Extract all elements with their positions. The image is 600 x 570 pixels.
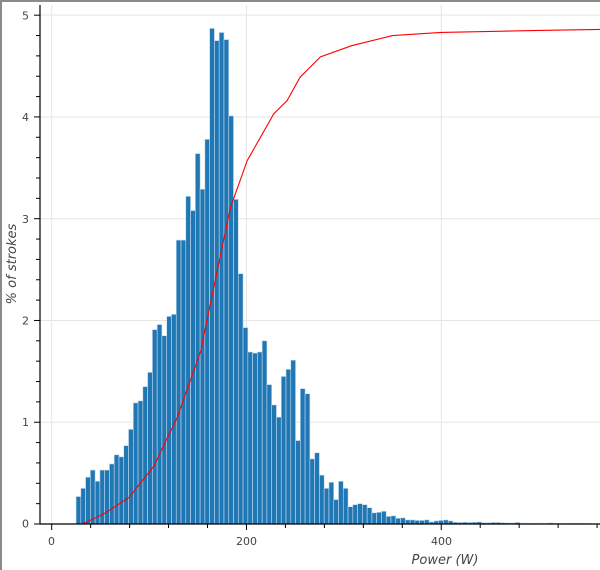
histogram-bar bbox=[257, 351, 263, 525]
histogram-bar bbox=[338, 480, 344, 525]
y-tick-label-5: 5 bbox=[22, 10, 29, 23]
y-tick-label-0: 0 bbox=[22, 518, 29, 531]
histogram-bar bbox=[400, 517, 406, 525]
histogram-bar bbox=[233, 199, 239, 525]
histogram-bar bbox=[204, 139, 210, 525]
histogram-bar bbox=[390, 515, 397, 525]
histogram-bar bbox=[237, 273, 244, 525]
histogram-bar bbox=[123, 445, 129, 525]
histogram-bar bbox=[295, 440, 301, 525]
histogram-bar bbox=[185, 196, 191, 525]
histogram-bars bbox=[75, 28, 592, 525]
histogram-bar bbox=[90, 469, 96, 525]
histogram-bar bbox=[104, 469, 110, 525]
histogram-bar bbox=[266, 384, 272, 525]
histogram-bar bbox=[405, 519, 411, 525]
histogram-bar bbox=[180, 239, 187, 525]
histogram-bar bbox=[314, 452, 320, 525]
y-tick-label-1: 1 bbox=[22, 416, 29, 429]
histogram-bar bbox=[142, 386, 148, 525]
histogram-bar bbox=[304, 393, 311, 525]
histogram-bar bbox=[137, 400, 144, 525]
histogram-bar bbox=[328, 481, 335, 525]
x-axis-label: Power (W) bbox=[412, 553, 479, 568]
histogram-bar bbox=[352, 504, 358, 525]
histogram-bar bbox=[409, 519, 416, 525]
cumulative-line bbox=[82, 28, 600, 525]
y-tick-label-2: 2 bbox=[22, 315, 29, 328]
histogram-bar bbox=[175, 239, 182, 525]
histogram-bar bbox=[381, 510, 387, 525]
histogram-bar bbox=[247, 351, 253, 525]
histogram-bar bbox=[424, 519, 430, 525]
histogram-bar bbox=[443, 519, 449, 525]
y-tick-label-4: 4 bbox=[22, 111, 29, 124]
histogram-bar bbox=[333, 499, 339, 525]
histogram-bar bbox=[218, 32, 225, 525]
histogram-bar bbox=[319, 474, 325, 525]
histogram-bar bbox=[276, 416, 282, 525]
histogram-bar bbox=[113, 454, 120, 525]
histogram-bar bbox=[109, 463, 115, 525]
histogram-bar bbox=[133, 402, 139, 525]
axes bbox=[34, 5, 600, 530]
y-axis-label: % of strokes bbox=[5, 223, 20, 304]
histogram-bar bbox=[166, 316, 172, 525]
histogram-bar bbox=[290, 359, 296, 525]
histogram-bar bbox=[261, 340, 268, 525]
histogram-bar bbox=[395, 518, 401, 525]
histogram-bar bbox=[161, 335, 168, 525]
y-tick-label-3: 3 bbox=[22, 213, 29, 226]
histogram-bar bbox=[223, 39, 230, 525]
x-tick-label-0: 0 bbox=[48, 535, 55, 548]
histogram-bar bbox=[209, 28, 215, 525]
histogram-bar bbox=[152, 329, 158, 525]
histogram-bar bbox=[309, 458, 315, 525]
histogram-bar bbox=[385, 516, 392, 525]
histogram-bar bbox=[156, 324, 163, 525]
histogram-bar bbox=[347, 506, 354, 525]
histogram-bar bbox=[252, 352, 258, 525]
histogram-bar bbox=[366, 507, 373, 525]
histogram-bar bbox=[228, 115, 234, 525]
histogram-bar bbox=[280, 376, 287, 525]
cumulative-line-layer bbox=[82, 28, 600, 525]
histogram-bar bbox=[285, 369, 292, 525]
histogram-bar bbox=[323, 488, 330, 525]
histogram-bar bbox=[171, 314, 177, 525]
histogram-bar bbox=[242, 327, 249, 525]
grid bbox=[40, 5, 600, 524]
histogram-bar bbox=[376, 511, 382, 525]
histogram-bar bbox=[362, 504, 368, 525]
histogram-bar bbox=[371, 512, 377, 525]
histogram-bar bbox=[357, 503, 363, 525]
histogram-bar bbox=[147, 372, 153, 525]
histogram-bar bbox=[85, 476, 91, 525]
histogram-bar bbox=[75, 496, 82, 525]
figure-border-left bbox=[0, 0, 2, 570]
x-tick-label-400: 400 bbox=[431, 535, 452, 548]
histogram-bar bbox=[300, 388, 306, 525]
histogram-bar bbox=[342, 488, 349, 525]
figure-border-top bbox=[0, 0, 600, 2]
histogram-bar bbox=[80, 488, 86, 525]
histogram-bar bbox=[199, 188, 206, 525]
x-tick-label-200: 200 bbox=[236, 535, 257, 548]
histogram-bar bbox=[118, 456, 125, 525]
histogram-bar bbox=[271, 404, 277, 525]
histogram-bar bbox=[195, 153, 201, 525]
histogram-bar bbox=[128, 429, 134, 525]
